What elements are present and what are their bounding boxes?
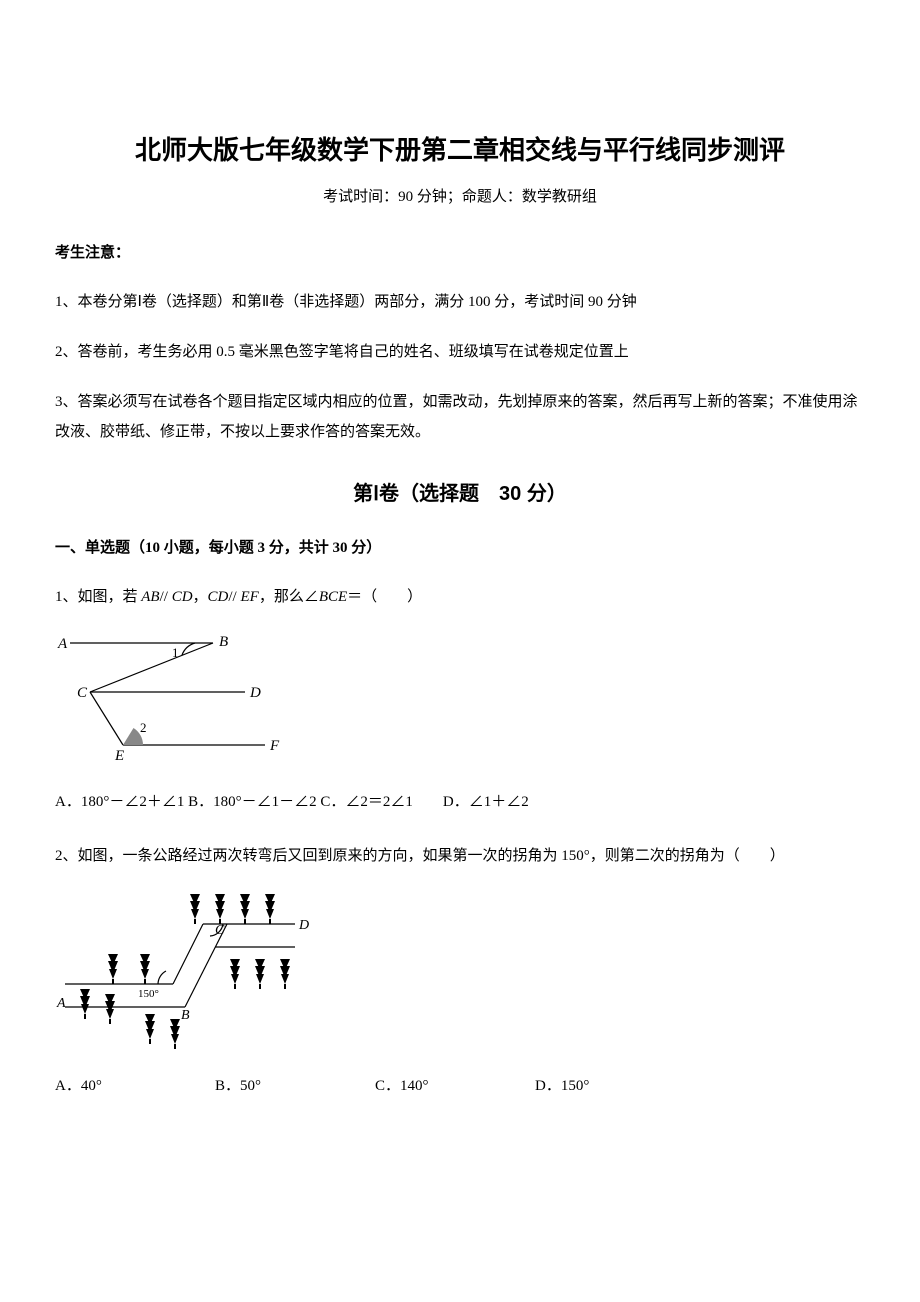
q1-ab: AB [141, 589, 159, 605]
q1-ef: EF [240, 589, 258, 605]
q1-cd2: CD [208, 589, 229, 605]
fig2-label-a: A [56, 996, 66, 1011]
q1-bce: BCE [319, 589, 347, 605]
fig2-label-c: C [215, 923, 225, 938]
q1-sep1: ， [193, 589, 208, 605]
fig2-label-d: D [298, 918, 309, 933]
notice-heading: 考生注意： [55, 241, 865, 262]
question-1-options: A．180°－∠2＋∠1 B．180°－∠1－∠2 C．∠2＝2∠1 D．∠1＋… [55, 790, 865, 811]
page-subtitle: 考试时间：90 分钟；命题人：数学教研组 [55, 185, 865, 206]
fig1-label-f: F [269, 738, 280, 754]
question-1-figure: A B C D E F 1 2 [55, 630, 865, 770]
notice-3: 3、答案必须写在试卷各个题目指定区域内相应的位置，如需改动，先划掉原来的答案，然… [55, 387, 865, 447]
fig1-label-c: C [77, 685, 88, 701]
q2-option-b: B．50° [215, 1074, 375, 1095]
q1-cd: CD [172, 589, 193, 605]
q2-option-a: A．40° [55, 1074, 215, 1095]
fig1-label-b: B [219, 634, 228, 650]
question-2-figure: A B C D 150° [55, 889, 865, 1054]
question-2-options: A．40°B．50°C．140°D．150° [55, 1074, 865, 1095]
q1-suffix: ＝（ ） [347, 589, 422, 605]
fig2-angle-150: 150° [138, 988, 159, 1000]
q2-option-d: D．150° [535, 1074, 695, 1095]
q1-mid: ，那么∠ [259, 589, 319, 605]
q1-option-b: B．180°－∠1－∠2 [188, 790, 317, 811]
fig1-angle-2: 2 [140, 720, 147, 735]
q1-option-c: C．∠2＝2∠1 [320, 790, 413, 811]
q1-option-a: A．180°－∠2＋∠1 [55, 790, 184, 811]
q1-option-d: D．∠1＋∠2 [443, 790, 529, 811]
notice-1: 1、本卷分第Ⅰ卷（选择题）和第Ⅱ卷（非选择题）两部分，满分 100 分，考试时间… [55, 287, 865, 317]
fig2-label-b: B [181, 1008, 190, 1023]
page-title: 北师大版七年级数学下册第二章相交线与平行线同步测评 [55, 130, 865, 167]
notice-2: 2、答卷前，考生务必用 0.5 毫米黑色签字笔将自己的姓名、班级填写在试卷规定位… [55, 337, 865, 367]
subsection-heading: 一、单选题（10 小题，每小题 3 分，共计 30 分） [55, 536, 865, 557]
q1-par2: // [228, 589, 240, 605]
q2-option-c: C．140° [375, 1074, 535, 1095]
section-heading: 第Ⅰ卷（选择题 30 分） [55, 477, 865, 506]
q1-prefix: 1、如图，若 [55, 589, 141, 605]
q1-par1: // [160, 589, 172, 605]
question-1: 1、如图，若 AB// CD，CD// EF，那么∠BCE＝（ ） [55, 582, 865, 612]
question-2: 2、如图，一条公路经过两次转弯后又回到原来的方向，如果第一次的拐角为 150°，… [55, 841, 865, 871]
fig1-label-a: A [57, 636, 68, 652]
fig1-label-e: E [114, 748, 124, 764]
fig1-angle-1: 1 [172, 645, 179, 660]
fig1-label-d: D [249, 685, 261, 701]
